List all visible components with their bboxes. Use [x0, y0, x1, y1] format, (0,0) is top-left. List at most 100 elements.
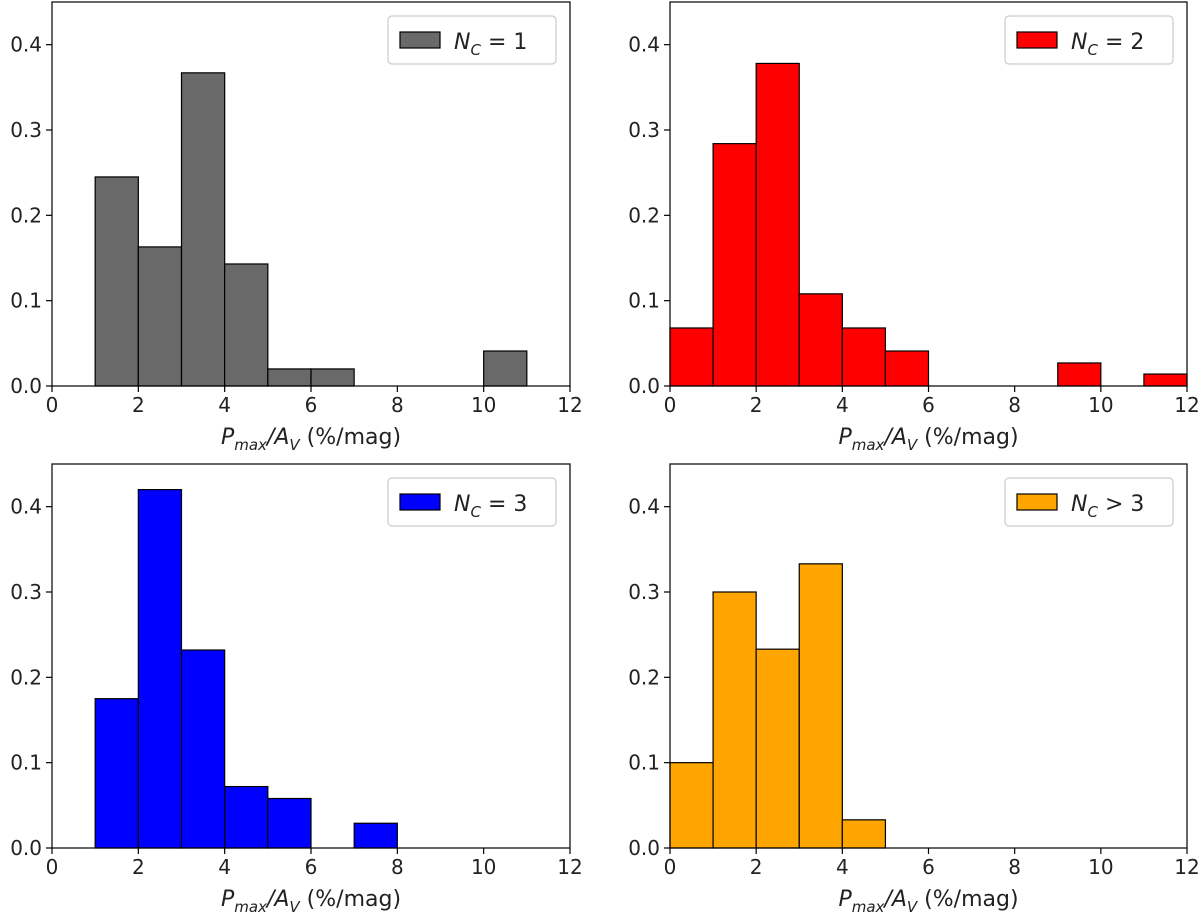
legend-label-sub: C: [470, 41, 481, 59]
x-tick-label: 10: [471, 855, 496, 879]
panel-bottom-left: 0 2 4 6 8 10 12 0.0 0.1 0.2 0.3 0.4 Pmax/AV (%/mag) N…: [10, 463, 583, 916]
x-axis-label-sub: max: [852, 898, 885, 916]
legend-label-part: N: [454, 492, 470, 517]
x-tick-label: 4: [836, 393, 849, 417]
histogram-bar: [224, 263, 269, 387]
x-tick-label: 0: [664, 393, 677, 417]
x-axis-label-sub: V: [907, 898, 919, 916]
x-tick-label: 0: [46, 855, 59, 879]
x-axis-label-part: P: [838, 425, 852, 450]
histogram-bar: [712, 591, 757, 849]
y-tick-label: 0.4: [10, 33, 42, 57]
x-tick-label: 6: [305, 393, 318, 417]
legend-label-part: N: [1071, 30, 1087, 55]
histogram-bar: [841, 327, 887, 387]
x-axis-label-unit: (%/mag): [917, 425, 1018, 450]
x-tick-label: 8: [1008, 393, 1021, 417]
legend: NC = 2: [1004, 15, 1174, 65]
x-tick-label: 2: [750, 855, 763, 879]
panel-bottom-right: 0 2 4 6 8 10 12 0.0 0.1 0.2 0.3 0.4 Pmax/AV (%/mag) N…: [628, 463, 1200, 916]
x-axis-label-unit: (%/mag): [300, 425, 401, 450]
histogram-bar: [310, 368, 355, 387]
x-axis-label: Pmax/AV (%/mag): [221, 887, 401, 916]
x-axis-label: Pmax/AV (%/mag): [838, 425, 1018, 454]
histogram-bar: [224, 785, 269, 849]
legend-label-rel: = 3: [481, 492, 527, 517]
x-tick-label: 2: [750, 393, 763, 417]
y-tick-label: 0.3: [628, 580, 660, 604]
legend: NC > 3: [1004, 477, 1174, 527]
histogram-bar: [137, 489, 183, 849]
x-tick-label: 0: [46, 393, 59, 417]
histogram-bar: [755, 62, 800, 387]
y-tick-label: 0.0: [628, 374, 660, 398]
x-tick-label: 8: [391, 855, 404, 879]
x-tick-label: 2: [132, 393, 145, 417]
legend-label-part: N: [454, 30, 470, 55]
x-axis-label-sub: max: [852, 436, 885, 454]
y-tick-label: 0.4: [10, 495, 42, 519]
legend-label-sub: C: [1087, 503, 1098, 521]
y-tick-label: 0.4: [628, 495, 660, 519]
x-tick-label: 6: [305, 855, 318, 879]
x-axis-label-unit: (%/mag): [300, 887, 401, 912]
histogram-bar: [180, 649, 226, 849]
histogram-bar: [267, 797, 312, 849]
legend-label: NC = 1: [454, 30, 527, 59]
legend-label-sub: C: [1087, 41, 1098, 59]
x-tick-label: 6: [922, 855, 935, 879]
histogram-bar: [669, 327, 714, 387]
legend-label-part: N: [1071, 492, 1087, 517]
histogram-bar: [94, 176, 139, 387]
panel-top-right: 0 2 4 6 8 10 12 0.0 0.1 0.2 0.3 0.4 Pmax/AV (%/mag) N…: [628, 1, 1200, 454]
legend: NC = 1: [387, 15, 557, 65]
x-tick-label: 4: [836, 855, 849, 879]
histogram-bar: [798, 563, 843, 849]
y-tick-label: 0.2: [628, 203, 660, 227]
histogram-bar: [137, 246, 183, 387]
y-tick-label: 0.0: [10, 836, 42, 860]
y-tick-label: 0.2: [10, 203, 42, 227]
legend-swatch: [1016, 31, 1058, 49]
panel-top-left: 0 2 4 6 8 10 12 0.0 0.1 0.2 0.3 0.4 Pmax/AV (%/mag) N…: [10, 1, 583, 454]
x-axis-label-sub: V: [907, 436, 919, 454]
y-tick-label: 0.3: [10, 580, 42, 604]
legend-swatch: [399, 31, 441, 49]
legend-label-sub: C: [470, 503, 481, 521]
y-tick-label: 0.1: [628, 289, 660, 313]
histogram-bar: [712, 143, 757, 387]
y-tick-label: 0.3: [628, 118, 660, 142]
x-axis-label-unit: (%/mag): [917, 887, 1018, 912]
x-axis-label-sub: max: [234, 436, 267, 454]
x-tick-label: 4: [218, 855, 231, 879]
x-tick-label: 0: [664, 855, 677, 879]
legend-label-rel: = 2: [1098, 30, 1144, 55]
y-tick-label: 0.1: [10, 751, 42, 775]
x-tick-label: 10: [471, 393, 496, 417]
x-axis-label-part: P: [221, 425, 235, 450]
legend-label-rel: > 3: [1098, 492, 1144, 517]
x-axis-label-part: P: [221, 887, 235, 912]
x-axis-label: Pmax/AV (%/mag): [221, 425, 401, 454]
x-tick-label: 8: [1008, 855, 1021, 879]
x-axis-label-part: /A: [882, 425, 906, 450]
legend-box: [1004, 15, 1174, 65]
x-axis-label-part: /A: [882, 887, 906, 912]
legend-box: [387, 477, 557, 527]
histogram-bar: [353, 822, 398, 849]
x-tick-label: 12: [557, 393, 582, 417]
y-tick-label: 0.1: [10, 289, 42, 313]
histogram-bar: [884, 350, 930, 387]
histogram-bar: [483, 350, 528, 387]
x-tick-label: 12: [1174, 855, 1199, 879]
histogram-bar: [669, 762, 714, 849]
legend-swatch: [399, 493, 441, 511]
legend-label-rel: = 1: [481, 30, 527, 55]
y-tick-label: 0.1: [628, 751, 660, 775]
x-tick-label: 4: [218, 393, 231, 417]
y-tick-label: 0.2: [10, 665, 42, 689]
x-tick-label: 12: [1174, 393, 1199, 417]
histogram-bar: [1143, 373, 1188, 387]
legend: NC = 3: [387, 477, 557, 527]
